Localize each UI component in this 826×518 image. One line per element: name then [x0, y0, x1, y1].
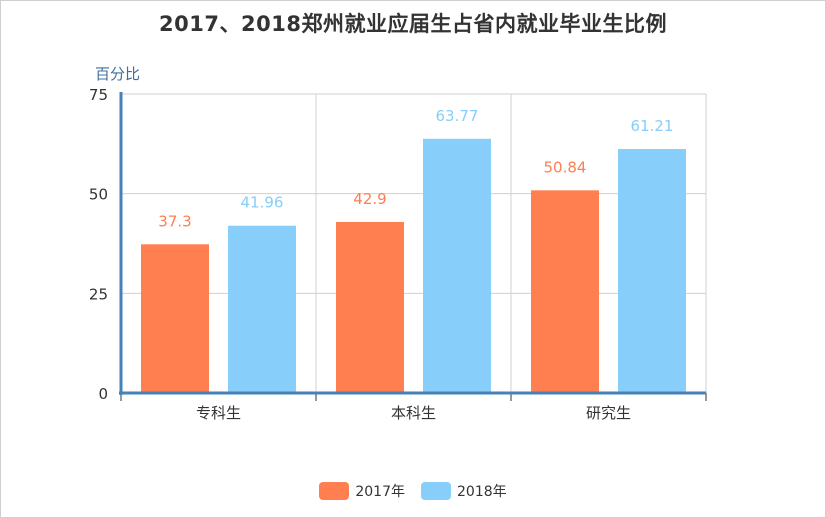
legend-label-2018: 2018年	[457, 484, 507, 500]
bar	[141, 244, 209, 393]
x-tick-label: 专科生	[196, 404, 241, 422]
x-tick-label: 本科生	[391, 404, 436, 422]
data-label: 63.77	[436, 107, 479, 125]
legend: 2017年 2018年	[0, 481, 826, 501]
data-label: 42.9	[353, 190, 386, 208]
y-tick-label: 25	[89, 285, 108, 303]
y-tick-label: 75	[89, 86, 108, 104]
bar	[336, 221, 404, 393]
x-tick-label: 研究生	[586, 404, 631, 422]
y-axis-label: 百分比	[95, 65, 141, 83]
data-label: 41.96	[241, 194, 284, 212]
legend-item-2017[interactable]: 2017年	[319, 481, 405, 501]
data-label: 37.3	[158, 212, 191, 230]
legend-item-2018[interactable]: 2018年	[421, 481, 507, 501]
legend-swatch-2017	[319, 482, 350, 500]
data-label: 61.21	[631, 117, 674, 135]
bar	[531, 190, 599, 393]
bar	[423, 138, 491, 393]
chart-title: 2017、2018郑州就业应届生占省内就业毕业生比例	[159, 12, 667, 36]
data-label: 50.84	[544, 158, 587, 176]
bar	[228, 225, 296, 393]
bar	[618, 148, 686, 393]
y-tick-label: 50	[89, 186, 108, 204]
y-tick-label: 0	[98, 385, 108, 403]
legend-swatch-2018	[421, 482, 451, 500]
legend-label-2017: 2017年	[355, 484, 405, 500]
